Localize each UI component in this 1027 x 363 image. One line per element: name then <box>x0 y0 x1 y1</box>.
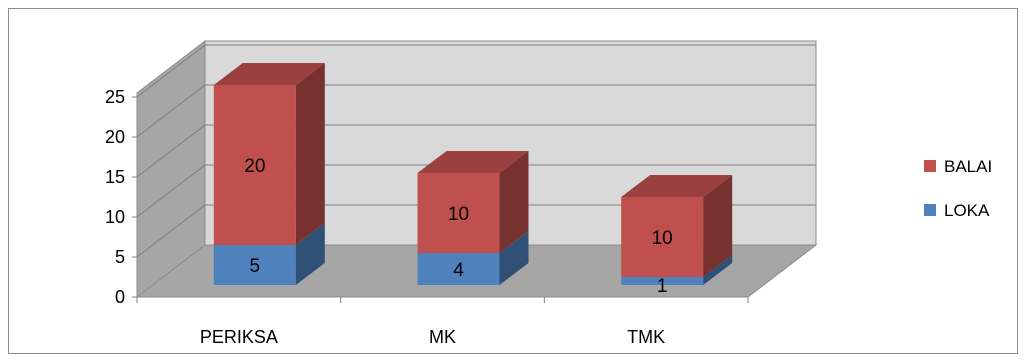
bar-front <box>621 197 704 277</box>
bar-side <box>295 63 325 245</box>
bar-side <box>499 231 529 285</box>
data-label: 10 <box>448 204 469 225</box>
bar-segment-balai: 20 <box>213 63 325 245</box>
bar-stack: 1 10 <box>621 175 733 297</box>
legend-label: BALAI <box>944 157 992 176</box>
legend: BALAI LOKA <box>924 157 992 220</box>
bar-side <box>703 255 733 285</box>
gridlines <box>136 44 816 258</box>
bars: 5 20 4 10 1 10 <box>213 63 733 297</box>
gridline <box>136 124 816 178</box>
x-axis-ticks: PERIKSA MK TMK <box>136 297 749 347</box>
x-tick-label: TMK <box>627 327 665 347</box>
y-axis-ticks: 0 5 10 15 20 25 <box>105 87 138 307</box>
legend-item-balai: BALAI <box>924 157 992 176</box>
x-tick-label: MK <box>429 327 456 347</box>
bar-front <box>417 253 500 285</box>
bar-side <box>703 175 733 277</box>
bar-side <box>499 151 529 253</box>
bar-top <box>417 151 529 173</box>
legend-item-loka: LOKA <box>924 201 990 220</box>
y-tick-label: 15 <box>105 167 125 187</box>
bar-side <box>295 223 325 285</box>
bar-stack: 5 20 <box>213 63 325 285</box>
x-tick-label: PERIKSA <box>200 327 278 347</box>
y-tick-label: 5 <box>115 247 125 267</box>
y-tick-label: 20 <box>105 127 125 147</box>
data-label: 5 <box>250 256 261 277</box>
legend-swatch <box>924 204 936 216</box>
bar-stack: 4 10 <box>417 151 529 285</box>
bar-segment-loka: 5 <box>213 223 325 285</box>
gridline <box>136 164 816 218</box>
gridline <box>136 204 816 258</box>
gridline <box>136 84 816 138</box>
data-label: 4 <box>453 260 464 281</box>
bar-top <box>621 175 733 197</box>
bar-segment-loka: 4 <box>417 231 529 285</box>
bar-front <box>213 85 296 245</box>
data-label: 20 <box>244 156 265 177</box>
gridline <box>136 44 816 98</box>
bar-segment-balai: 10 <box>417 151 529 253</box>
legend-label: LOKA <box>944 201 990 220</box>
bar-segment-balai: 10 <box>621 175 733 277</box>
bar-front <box>213 245 296 285</box>
y-tick-label: 0 <box>115 287 125 307</box>
bar-front <box>417 173 500 253</box>
y-tick-label: 25 <box>105 87 125 107</box>
legend-swatch <box>924 160 936 172</box>
bar-front <box>621 277 704 285</box>
bar-segment-loka: 1 <box>621 255 733 297</box>
y-tick-label: 10 <box>105 207 125 227</box>
data-label: 10 <box>652 228 673 249</box>
bar-top <box>213 63 325 85</box>
data-label: 1 <box>657 276 668 297</box>
